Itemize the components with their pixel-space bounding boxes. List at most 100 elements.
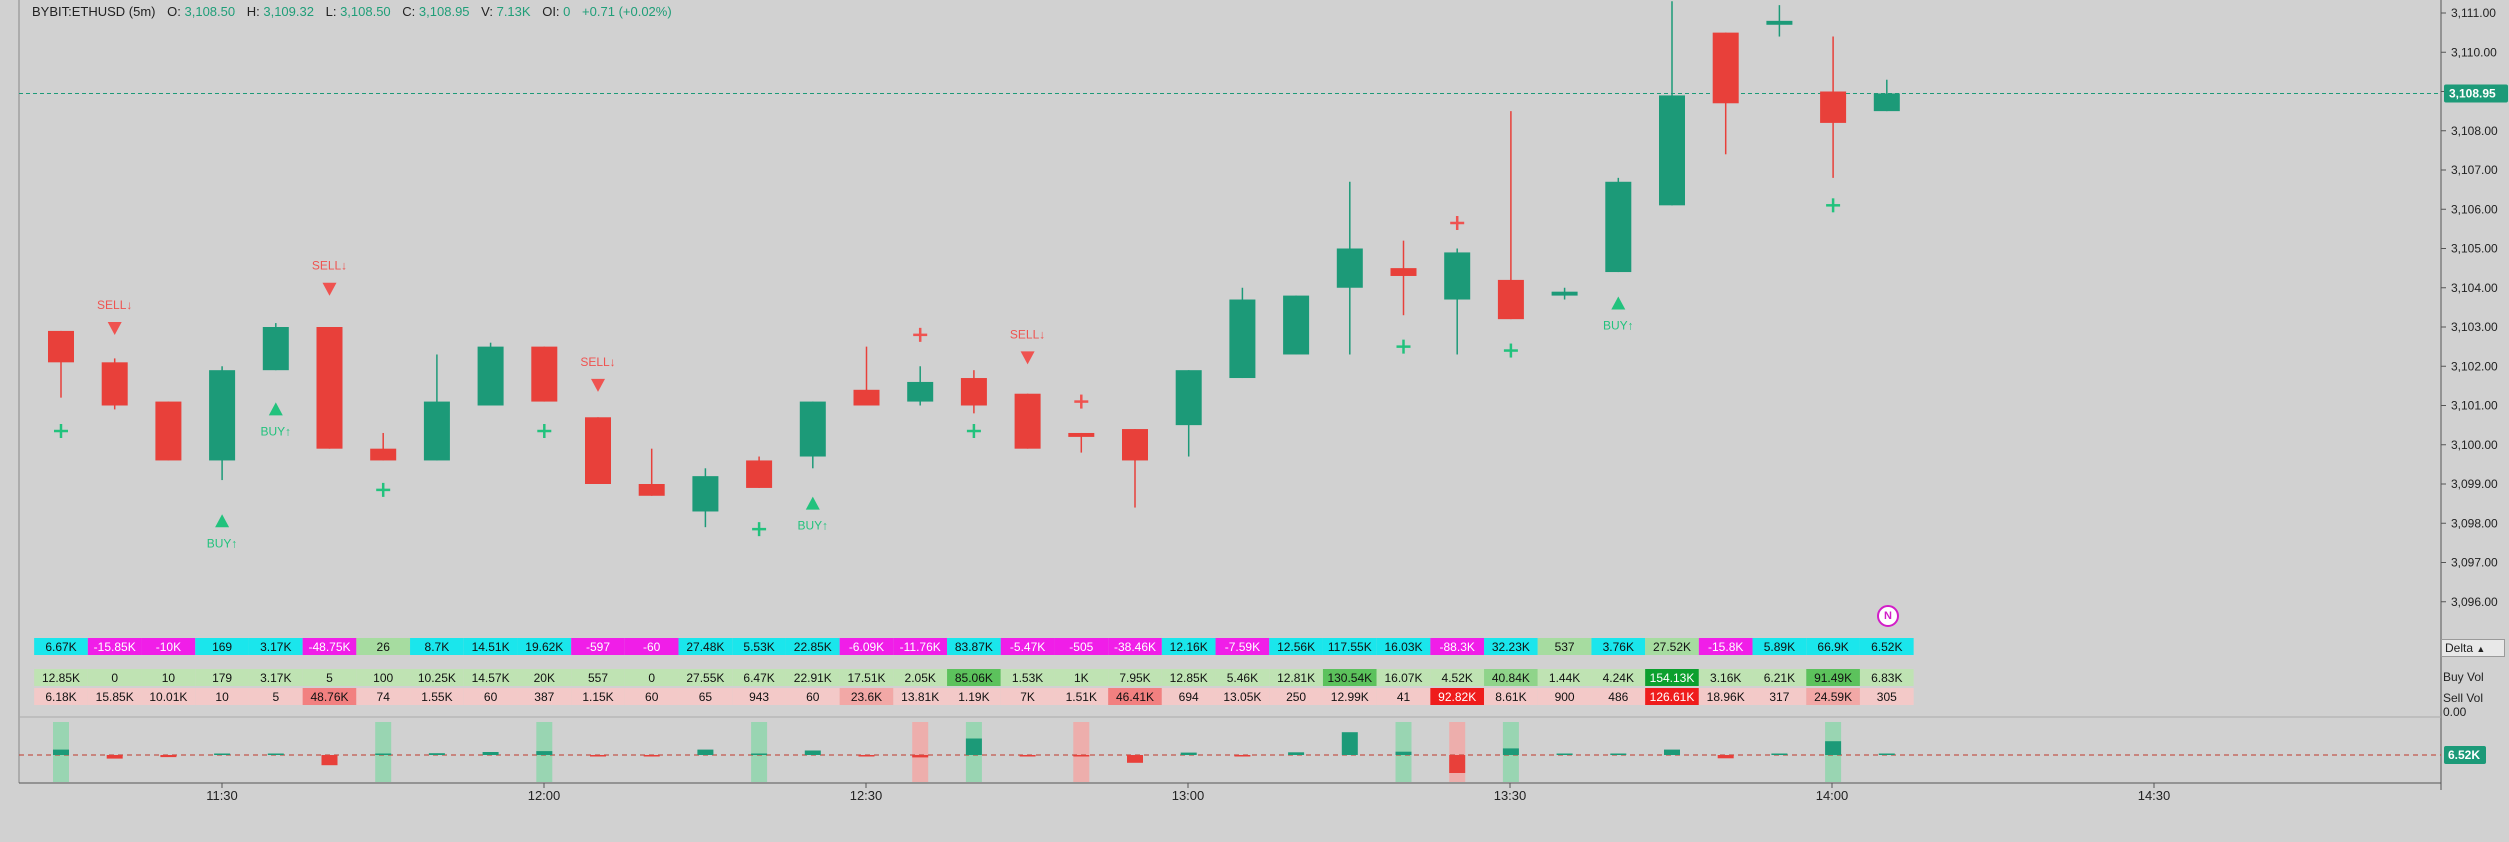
buy-cell-label: 10.25K <box>418 671 456 685</box>
candle-body <box>1712 32 1739 104</box>
delta-cell-label: 169 <box>212 640 232 654</box>
buy-cell-label: 3.16K <box>1710 671 1741 685</box>
sell-cell-label: 1.19K <box>958 690 989 704</box>
buy-cell <box>34 669 88 686</box>
histogram-highlight <box>751 722 768 782</box>
candle <box>48 330 74 398</box>
plus-signal-icon <box>913 327 928 342</box>
delta-cell <box>1859 638 1914 655</box>
sell-arrow-icon <box>591 378 605 392</box>
buy-cell <box>732 669 786 686</box>
sell-cell-label: 8.61K <box>1495 690 1526 704</box>
histogram-bar <box>53 749 69 755</box>
delta-cell <box>517 638 572 655</box>
buy-signal-label: BUY↑ <box>797 519 828 533</box>
price-tick-label: 3,097.00 <box>2451 556 2498 570</box>
delta-row-dropdown[interactable]: Delta ▲ <box>2441 639 2505 657</box>
buy-cell <box>624 669 679 686</box>
delta-cell <box>1698 638 1753 655</box>
histogram-bar <box>536 751 553 755</box>
delta-cell-label: -38.46K <box>1114 640 1156 654</box>
buy-cell <box>1430 669 1485 686</box>
sell-cell <box>678 688 733 705</box>
delta-cell <box>839 638 894 655</box>
delta-cell <box>947 638 1001 655</box>
histogram-value-tag <box>2444 746 2486 764</box>
candle-body <box>1390 268 1417 276</box>
candle-body <box>1766 20 1793 25</box>
close-label: C: <box>402 4 416 19</box>
sell-cell <box>1430 688 1485 705</box>
candle-body <box>1605 181 1632 273</box>
delta-cell <box>1269 638 1323 655</box>
time-tick-label: 12:00 <box>528 788 561 803</box>
delta-cell-label: 8.7K <box>425 640 450 654</box>
plus-signal-icon <box>1450 215 1465 230</box>
sell-cell <box>1591 688 1646 705</box>
sell-cell-label: 24.59K <box>1814 690 1852 704</box>
delta-cell-label: 3.17K <box>260 640 291 654</box>
delta-cell <box>248 638 303 655</box>
candle-body <box>423 401 450 461</box>
sell-cell-label: 305 <box>1877 690 1897 704</box>
buy-cell-label: 6.83K <box>1871 671 1902 685</box>
sell-cell-label: 5 <box>272 690 279 704</box>
delta-cell <box>1645 638 1699 655</box>
buy-cell <box>1322 669 1377 686</box>
delta-cell <box>1215 638 1270 655</box>
delta-cell <box>678 638 733 655</box>
sell-cell-label: 1.15K <box>582 690 613 704</box>
plus-signal-icon <box>752 522 767 537</box>
sell-cell-label: 48.76K <box>310 690 348 704</box>
sell-cell <box>1484 688 1538 705</box>
buy-cell <box>141 669 196 686</box>
candle-body <box>1068 432 1095 437</box>
sell-cell-label: 60 <box>484 690 498 704</box>
buy-cell <box>1161 669 1216 686</box>
delta-cell <box>1484 638 1538 655</box>
delta-cell <box>624 638 679 655</box>
candle-body <box>746 460 773 488</box>
candle-body <box>316 327 343 449</box>
delta-cell <box>1537 638 1592 655</box>
sell-cell <box>517 688 572 705</box>
candle <box>746 456 773 488</box>
sell-arrow-icon <box>1020 351 1035 365</box>
delta-cell <box>1752 638 1807 655</box>
candle-body <box>853 389 880 406</box>
histogram-bar <box>912 755 929 758</box>
buy-cell-label: 40.84K <box>1492 671 1530 685</box>
sell-cell <box>1215 688 1270 705</box>
delta-cell-label: -7.59K <box>1225 640 1260 654</box>
buy-cell-label: 1.44K <box>1549 671 1580 685</box>
price-tick-label: 3,111.00 <box>2451 6 2496 20</box>
delta-cell <box>1322 638 1377 655</box>
candle <box>101 358 128 410</box>
sell-cell <box>302 688 357 705</box>
sell-cell <box>1537 688 1592 705</box>
delta-row-label: Delta <box>2445 641 2474 655</box>
delta-cell <box>1806 638 1860 655</box>
sell-cell-label: 1.51K <box>1066 690 1097 704</box>
buy-signal-label: BUY↑ <box>1603 318 1634 332</box>
n-circle-icon[interactable]: N <box>1877 605 1899 627</box>
volume-value: 7.13K <box>496 4 531 19</box>
candle <box>1336 181 1363 355</box>
delta-cell-label: -597 <box>586 640 610 654</box>
buy-cell-label: 27.55K <box>686 671 724 685</box>
sell-cell-label: 41 <box>1397 690 1411 704</box>
histogram-bar <box>590 755 606 757</box>
sell-cell-label: 60 <box>645 690 659 704</box>
open-label: O: <box>167 4 181 19</box>
histogram-bar <box>751 753 768 755</box>
candle-body <box>155 401 182 461</box>
candle <box>155 401 182 461</box>
buy-cell <box>1108 669 1162 686</box>
candle-body <box>1873 93 1900 112</box>
histogram-bar <box>1556 753 1573 755</box>
buy-vol-label: Buy Vol <box>2443 670 2484 684</box>
sell-cell-label: 900 <box>1555 690 1575 704</box>
symbol-title[interactable]: BYBIT:ETHUSD (5m) <box>32 4 156 19</box>
